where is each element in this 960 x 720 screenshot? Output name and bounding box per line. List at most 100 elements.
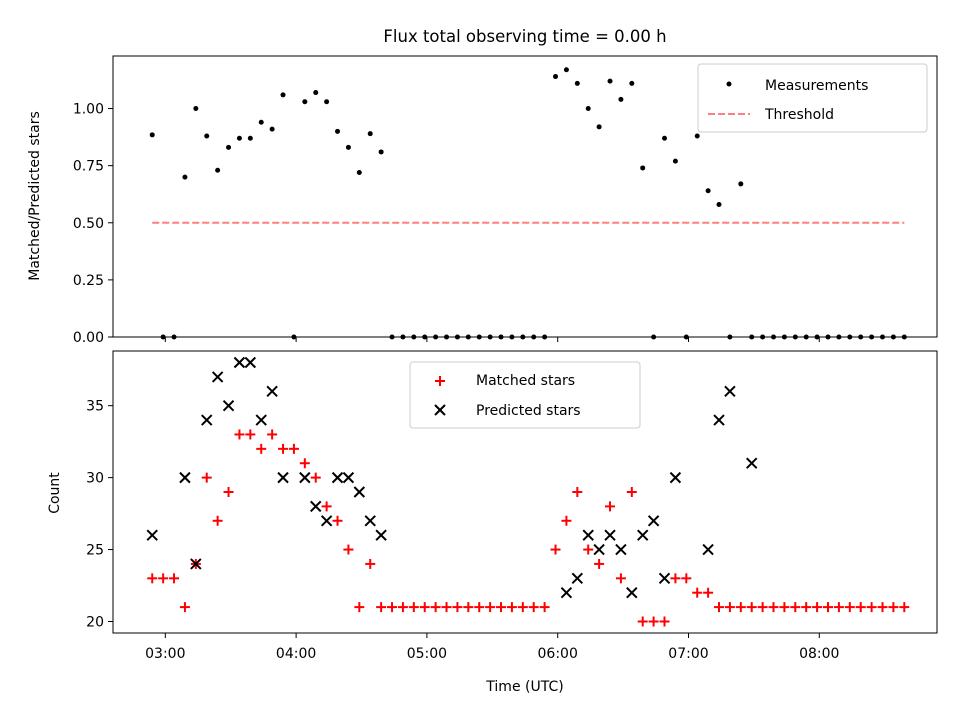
measurement-point (717, 202, 722, 207)
matched-star-point (779, 602, 789, 612)
matched-star-point (747, 602, 757, 612)
matched-star-point (507, 602, 517, 612)
measurement-point (673, 159, 678, 164)
top-legend: Measurements Threshold (698, 64, 927, 132)
predicted-star-point (616, 545, 626, 555)
figure: Flux total observing time = 0.00 h 0.000… (0, 0, 960, 720)
matched-star-point (158, 573, 168, 583)
matched-star-point (180, 602, 190, 612)
measurement-point (608, 79, 613, 84)
matched-star-point (333, 516, 343, 526)
matched-star-point (540, 602, 550, 612)
matched-star-point (485, 602, 495, 612)
matched-star-point (169, 573, 179, 583)
matched-star-point (147, 573, 157, 583)
predicted-star-point (660, 573, 670, 583)
matched-star-point (605, 501, 615, 511)
matched-star-point (736, 602, 746, 612)
matched-star-point (289, 444, 299, 454)
matched-star-point (245, 429, 255, 439)
measurement-point (597, 124, 602, 129)
matched-star-point (681, 573, 691, 583)
matched-star-point (834, 602, 844, 612)
predicted-star-point (583, 530, 593, 540)
predicted-star-point (180, 473, 190, 483)
matched-star-point (224, 487, 234, 497)
measurement-point (695, 133, 700, 138)
predicted-star-point (649, 516, 659, 526)
measurement-point (738, 181, 743, 186)
matched-star-point (692, 588, 702, 598)
measurement-point (335, 129, 340, 134)
matched-star-point (474, 602, 484, 612)
predicted-star-point (572, 573, 582, 583)
matched-star-point (572, 487, 582, 497)
predicted-star-point (638, 530, 648, 540)
matched-star-point (867, 602, 877, 612)
matched-star-point (823, 602, 833, 612)
measurement-point (586, 106, 591, 111)
matched-star-point (845, 602, 855, 612)
measurement-point (193, 106, 198, 111)
predicted-star-point (747, 458, 757, 468)
top-y-axis-label: Matched/Predicted stars (27, 111, 43, 281)
predicted-star-point (354, 487, 364, 497)
matched-star-point (463, 602, 473, 612)
matched-star-point (594, 559, 604, 569)
matched-star-point (801, 602, 811, 612)
top-panel: Flux total observing time = 0.00 h 0.000… (27, 27, 937, 346)
measurement-point (302, 99, 307, 104)
matched-star-point (583, 545, 593, 555)
predicted-star-point (594, 545, 604, 555)
predicted-star-point (725, 386, 735, 396)
x-tick-label: 05:00 (407, 646, 447, 662)
y-tick-label: 0.25 (73, 273, 104, 289)
matched-star-point (758, 602, 768, 612)
measurement-point (324, 99, 329, 104)
predicted-star-point (605, 530, 615, 540)
matched-star-point (878, 602, 888, 612)
bottom-legend: Matched stars Predicted stars (410, 362, 640, 428)
measurement-point (270, 127, 275, 132)
predicted-star-point (213, 372, 223, 382)
matched-star-point (398, 602, 408, 612)
predicted-star-point (300, 473, 310, 483)
legend-predicted-label: Predicted stars (476, 403, 581, 419)
predicted-star-point (670, 473, 680, 483)
measurement-point (706, 188, 711, 193)
predicted-star-point (714, 415, 724, 425)
matched-star-point (343, 545, 353, 555)
matched-star-point (725, 602, 735, 612)
matched-star-point (649, 616, 659, 626)
matched-star-point (616, 573, 626, 583)
legend-matched-label: Matched stars (476, 373, 575, 389)
predicted-star-point (627, 588, 637, 598)
legend-measurements-marker (727, 82, 732, 87)
predicted-star-point (343, 473, 353, 483)
measurement-point (346, 145, 351, 150)
matched-star-point (496, 602, 506, 612)
predicted-star-point (202, 415, 212, 425)
predicted-star-point (278, 473, 288, 483)
y-tick-label: 25 (86, 543, 104, 559)
predicted-star-point (147, 530, 157, 540)
predicted-star-point (365, 516, 375, 526)
matched-star-point (278, 444, 288, 454)
measurement-point (662, 136, 667, 141)
measurement-point (182, 175, 187, 180)
matched-star-point (442, 602, 452, 612)
predicted-star-point (234, 358, 244, 368)
predicted-star-point (333, 473, 343, 483)
matched-star-point (529, 602, 539, 612)
matched-star-point (703, 588, 713, 598)
measurement-point (226, 145, 231, 150)
measurement-point (150, 132, 155, 137)
matched-star-point (638, 616, 648, 626)
predicted-star-point (311, 501, 321, 511)
chart-title: Flux total observing time = 0.00 h (383, 27, 666, 46)
matched-star-point (409, 602, 419, 612)
measurement-point (564, 67, 569, 72)
matched-star-point (660, 616, 670, 626)
x-tick-label: 07:00 (668, 646, 708, 662)
